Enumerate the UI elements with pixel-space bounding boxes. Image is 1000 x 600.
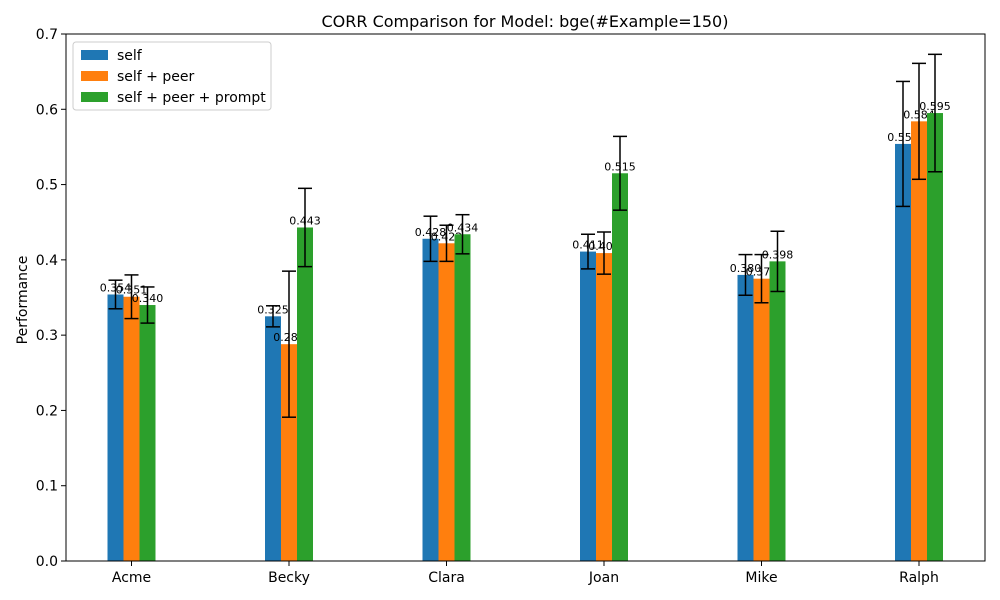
y-tick-label: 0.6 [36, 102, 58, 118]
data-label: 0.375 [746, 266, 778, 279]
data-label: 0.340 [132, 292, 164, 305]
bar [596, 253, 612, 561]
legend-box [72, 41, 272, 111]
data-label: 0.554 [887, 131, 919, 144]
data-label: 0.428 [415, 226, 447, 239]
legend-label: self + peer + prompt [117, 90, 266, 106]
y-tick-label: 0.1 [36, 479, 58, 495]
y-tick-label: 0.4 [36, 253, 58, 269]
bar [769, 261, 786, 561]
y-tick-label: 0.5 [36, 178, 58, 194]
x-tick-label: Ralph [899, 570, 939, 586]
bar [927, 113, 943, 562]
bar [123, 296, 140, 561]
y-tick-label: 0.2 [36, 403, 58, 419]
plot-area: 0.354 0.325 0.428 0.411 0.380 0.554 0.351 0.288… [36, 27, 986, 586]
x-tick-label: Becky [268, 570, 310, 586]
bar [297, 227, 313, 561]
x-tick-label: Mike [745, 570, 777, 586]
bar [281, 344, 297, 561]
data-label: 0.434 [447, 221, 479, 234]
x-tick-label: Clara [428, 570, 465, 586]
bar [753, 278, 770, 561]
bar [737, 274, 754, 561]
bar [895, 143, 911, 561]
legend-swatch [81, 50, 108, 60]
data-label: 0.325 [257, 303, 289, 316]
data-label: 0.595 [919, 100, 951, 113]
bar [612, 173, 628, 561]
bar [454, 234, 471, 561]
data-label: 0.515 [604, 160, 636, 173]
chart-title: CORR Comparison for Model: bge(#Example=… [322, 12, 729, 31]
x-tick-label: Acme [112, 570, 151, 586]
bar [422, 238, 439, 561]
bar [438, 243, 455, 561]
plot-frame [65, 33, 986, 562]
data-label: 0.398 [762, 248, 794, 261]
data-label: 0.411 [572, 239, 604, 252]
y-axis-label: Performance [15, 256, 31, 345]
data-label: 0.443 [289, 214, 321, 227]
legend-swatch [81, 92, 108, 102]
legend-label: self + peer [117, 69, 194, 85]
bar [139, 305, 156, 561]
y-tick-label: 0.7 [36, 27, 58, 43]
data-label: 0.409 [588, 240, 620, 253]
y-tick-label: 0.0 [36, 554, 58, 570]
bar [107, 294, 124, 561]
data-label: 0.354 [100, 281, 132, 294]
data-label: 0.422 [431, 230, 463, 243]
data-label: 0.288 [273, 331, 305, 344]
bar [911, 121, 927, 562]
legend-swatch [81, 71, 108, 81]
data-label: 0.584 [903, 108, 935, 121]
y-tick-label: 0.3 [36, 328, 58, 344]
legend: self self + peer self + peer + prompt [72, 41, 272, 111]
bar [265, 316, 281, 561]
data-label: 0.351 [116, 284, 148, 297]
x-tick-label: Joan [588, 570, 619, 586]
bar [580, 251, 596, 561]
legend-label: self [117, 48, 143, 64]
data-label: 0.380 [730, 262, 762, 275]
